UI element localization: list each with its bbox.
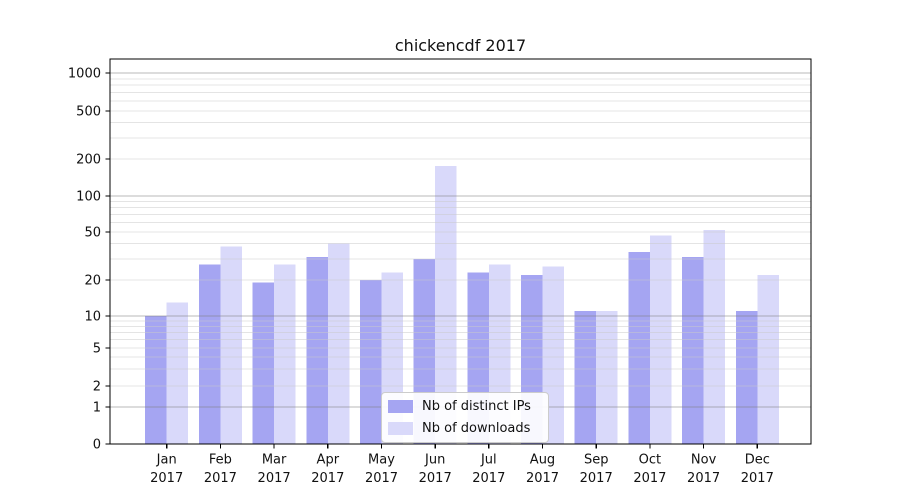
- x-tick-label-mar: Mar 2017: [258, 453, 291, 487]
- bar-ips-apr: [306, 257, 328, 444]
- legend-label-downloads: Nb of downloads: [422, 421, 531, 436]
- bar-downloads-jan: [166, 302, 189, 444]
- plot-border: [109, 58, 812, 445]
- x-tick-label-nov: Nov 2017: [687, 453, 720, 487]
- x-tick-label-jan: Jan 2017: [150, 453, 183, 487]
- y-tick-label: 500: [76, 105, 101, 120]
- bar-downloads-sep: [596, 311, 618, 444]
- x-tick-label-jul: Jul 2017: [472, 453, 505, 487]
- y-tick-label: 10: [84, 310, 101, 325]
- bar-downloads-apr: [327, 243, 350, 444]
- legend-label-distinct-ips: Nb of distinct IPs: [422, 399, 531, 414]
- bar-ips-nov: [682, 257, 704, 444]
- chart-title: chickencdf 2017: [394, 36, 527, 55]
- bar-ips-jan: [145, 316, 167, 444]
- x-tick-label-oct: Oct 2017: [633, 453, 666, 487]
- x-tick-label-sep: Sep 2017: [580, 453, 613, 487]
- bar-downloads-dec: [757, 275, 779, 444]
- x-tick-label-jun: Jun 2017: [419, 453, 452, 487]
- bar-downloads-feb: [220, 246, 242, 444]
- bar-downloads-nov: [703, 230, 726, 444]
- y-tick-label: 1000: [68, 67, 101, 82]
- bar-ips-feb: [198, 264, 221, 444]
- y-tick-label: 1: [93, 401, 101, 416]
- y-tick-label: 50: [84, 226, 101, 241]
- bar-ips-mar: [252, 282, 275, 444]
- x-tick-label-apr: Apr 2017: [311, 453, 344, 487]
- legend: Nb of distinct IPs Nb of downloads: [381, 392, 549, 443]
- x-tick-label-may: May 2017: [365, 453, 398, 487]
- y-tick-label: 20: [84, 274, 101, 289]
- y-tick-label: 200: [76, 153, 101, 168]
- legend-swatch-downloads: [388, 422, 413, 435]
- y-tick-label: 2: [93, 380, 101, 395]
- x-tick-label-dec: Dec 2017: [741, 453, 774, 487]
- bar-ips-dec: [735, 311, 758, 444]
- y-tick-label: 0: [93, 438, 101, 453]
- bar-ips-sep: [574, 311, 597, 444]
- legend-swatch-distinct-ips: [388, 400, 413, 413]
- x-tick-label-aug: Aug 2017: [526, 453, 559, 487]
- y-tick-label: 100: [76, 190, 101, 205]
- y-tick-label: 5: [93, 342, 101, 357]
- legend-row-distinct-ips: Nb of distinct IPs: [388, 399, 540, 414]
- bar-downloads-mar: [274, 264, 296, 444]
- bar-downloads-jun: [435, 166, 457, 444]
- legend-row-downloads: Nb of downloads: [388, 421, 540, 436]
- x-tick-label-feb: Feb 2017: [204, 453, 237, 487]
- bar-ips-may: [360, 280, 382, 444]
